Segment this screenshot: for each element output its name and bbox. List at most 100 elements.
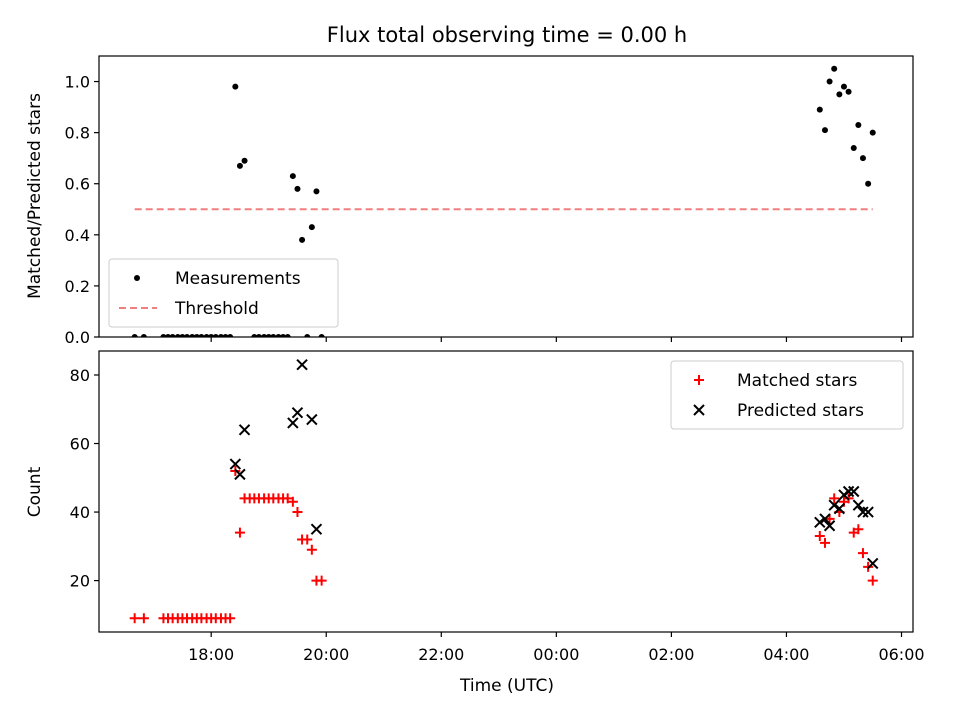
top-measurements-point xyxy=(318,334,325,337)
bottom-legend-marker-x xyxy=(693,404,705,416)
top-measurements-point xyxy=(859,155,866,162)
bottom-x-tick-label: 20:00 xyxy=(303,645,349,664)
bottom-matched-stars-point xyxy=(292,507,303,518)
bottom-predicted-stars-point xyxy=(867,557,879,570)
top-measurements-point xyxy=(169,334,176,337)
top-measurements-point xyxy=(855,121,862,128)
bottom-predicted-stars-point xyxy=(238,424,251,436)
bottom-y-tick-label: 40 xyxy=(70,503,90,522)
bottom-matched-stars-point xyxy=(853,524,864,535)
figure-title: Flux total observing time = 0.00 h xyxy=(327,23,687,47)
bottom-predicted-stars-point xyxy=(857,506,869,518)
bottom-predicted-stars-point xyxy=(287,417,299,429)
top-measurements-point xyxy=(236,162,243,169)
top-measurements-point xyxy=(304,334,311,337)
top-measurements-point xyxy=(275,334,282,337)
bottom-x-tick-label: 06:00 xyxy=(878,645,924,664)
top-measurements-point xyxy=(821,127,828,134)
top-measurements-point xyxy=(845,88,852,95)
top-measurements-point xyxy=(836,91,843,98)
bottom-predicted-stars-point xyxy=(814,516,826,529)
top-measurements-point xyxy=(193,334,200,337)
bottom-predicted-stars-point xyxy=(234,468,246,481)
bottom-predicted-stars-point xyxy=(852,499,865,511)
bottom-predicted-stars-point xyxy=(848,485,860,498)
top-measurements-point xyxy=(261,334,268,337)
bottom-legend-box xyxy=(670,360,904,430)
top-measurements-point xyxy=(174,334,181,337)
top-measurements-point xyxy=(251,334,258,337)
bottom-matched-stars-point xyxy=(225,613,236,624)
bottom-predicted-stars-point xyxy=(828,499,840,511)
bottom-matched-stars-point xyxy=(316,575,327,586)
top-measurements-point xyxy=(308,224,315,231)
top-measurements-point xyxy=(831,65,838,72)
top-y-tick-label: 1.0 xyxy=(65,73,90,92)
bottom-predicted-stars-point xyxy=(823,520,836,532)
bottom-x-tick-label: 04:00 xyxy=(763,645,809,664)
top-measurements-point xyxy=(869,129,876,136)
top-measurements-point xyxy=(208,334,215,337)
bottom-y-tick-label: 20 xyxy=(70,572,90,591)
top-measurements-point xyxy=(289,173,296,180)
top-panel: 0.0 0.2 0.4 0.6 0.8 1.0 Measurements Threshold xyxy=(65,55,914,347)
top-measurements-point xyxy=(165,334,172,337)
top-measurements-point xyxy=(826,78,833,85)
bottom-matched-stars-point xyxy=(867,575,878,586)
top-measurements-point xyxy=(241,157,248,164)
top-measurements-point xyxy=(284,334,291,337)
bottom-legend-label: Matched stars xyxy=(737,371,857,391)
x-axis-label: Time (UTC) xyxy=(459,676,554,696)
top-measurements-point xyxy=(850,144,857,151)
top-measurements-point xyxy=(299,236,306,243)
bottom-predicted-stars-point xyxy=(862,506,874,518)
bottom-plot-area xyxy=(129,358,879,624)
top-y-axis-label: Matched/Predicted stars xyxy=(25,93,45,299)
bottom-matched-stars-point xyxy=(814,531,825,542)
bottom-legend-label: Predicted stars xyxy=(737,401,864,421)
bottom-x-tick-label: 22:00 xyxy=(418,645,464,664)
bottom-y-axis-label: Count xyxy=(25,466,45,517)
top-measurements-point xyxy=(189,334,196,337)
bottom-x-tick-label: 18:00 xyxy=(188,645,234,664)
top-measurements-point xyxy=(184,334,191,337)
bottom-matched-stars-point xyxy=(282,493,293,504)
bottom-matched-stars-point xyxy=(129,613,140,624)
top-y-tick-label: 0.4 xyxy=(65,226,90,245)
bottom-y-tick-label: 80 xyxy=(70,366,90,385)
top-measurements-point xyxy=(294,185,301,192)
top-measurements-point xyxy=(131,334,138,337)
bottom-matched-stars-point xyxy=(306,544,317,555)
top-measurements-point xyxy=(816,106,823,113)
top-y-tick-label: 0.2 xyxy=(65,277,90,296)
bottom-predicted-stars-point xyxy=(819,513,831,525)
bottom-matched-stars-point xyxy=(819,537,830,548)
top-legend-label: Threshold xyxy=(174,299,259,319)
top-measurements-point xyxy=(280,334,287,337)
top-measurements-point xyxy=(203,334,210,337)
top-measurements-point xyxy=(265,334,272,337)
top-measurements-point xyxy=(255,334,262,337)
bottom-predicted-stars-point xyxy=(833,502,846,515)
top-measurements-point xyxy=(865,180,872,187)
bottom-matched-stars-point xyxy=(302,534,313,545)
top-measurements-point xyxy=(160,334,167,337)
bottom-matched-stars-point xyxy=(138,613,149,624)
bottom-x-tick-label: 00:00 xyxy=(533,645,579,664)
top-legend-label: Measurements xyxy=(175,269,301,289)
top-measurements-point xyxy=(232,83,239,90)
bottom-matched-stars-point xyxy=(234,527,245,538)
top-legend-marker-dot xyxy=(134,275,140,281)
top-measurements-point xyxy=(222,334,229,337)
top-y-tick-label: 0.6 xyxy=(65,175,90,194)
top-measurements-point xyxy=(217,334,224,337)
bottom-matched-stars-point xyxy=(287,496,298,507)
top-measurements-point xyxy=(840,83,847,90)
top-measurements-point xyxy=(270,334,277,337)
bottom-y-tick-label: 60 xyxy=(70,435,90,454)
bottom-frame xyxy=(98,350,914,633)
top-measurements-point xyxy=(179,334,186,337)
bottom-predicted-stars-point xyxy=(842,485,855,498)
